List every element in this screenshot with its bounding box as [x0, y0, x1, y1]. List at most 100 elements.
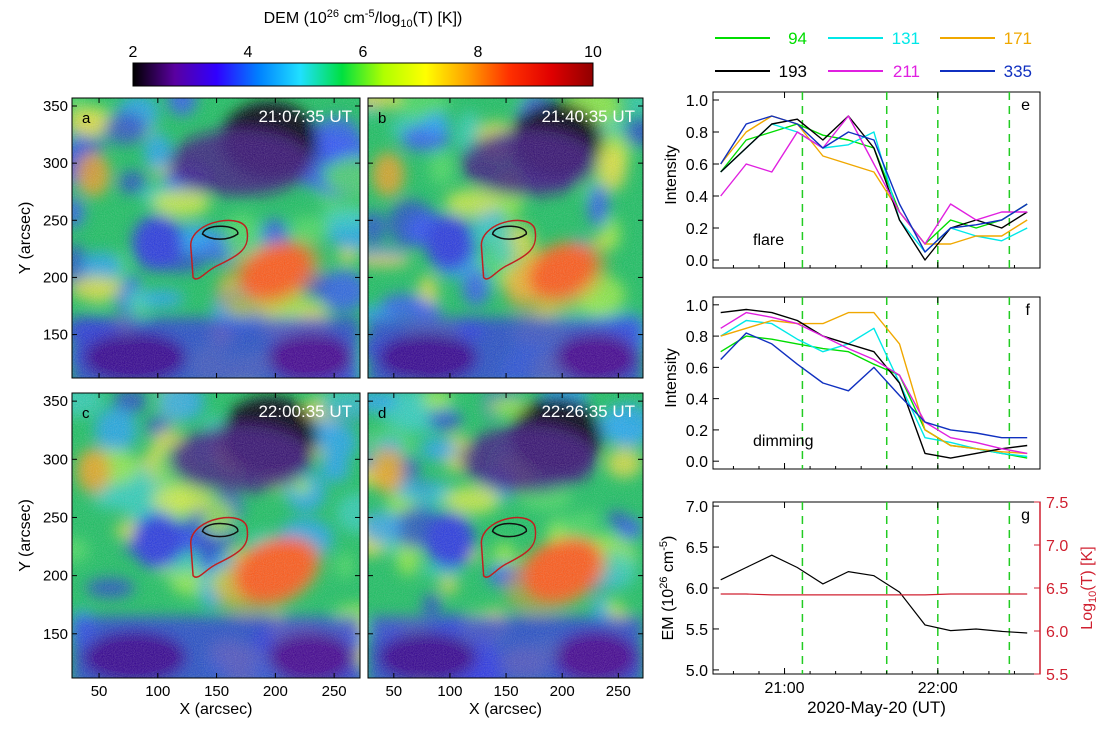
series-line-211 — [720, 311, 1028, 455]
x-tick-label: 150 — [204, 683, 229, 700]
y-tick-label: 0.6 — [686, 157, 708, 174]
colorbar-tick-label: 2 — [129, 44, 138, 61]
colorbar-tick-label: 10 — [584, 44, 602, 61]
x-tick-label: 250 — [606, 683, 631, 700]
y-tick-label: 200 — [43, 269, 68, 286]
x-tick-label: 250 — [322, 683, 347, 700]
panel-time-a: 21:07:35 UT — [258, 107, 352, 126]
map-panel-a: a 21:07:35 UT 350 300 250 200 150 Y (arcsec) — [17, 97, 361, 379]
plot-frame — [712, 91, 1041, 269]
right-y-tick-label: 7.5 — [1046, 495, 1068, 512]
flare-contour — [491, 225, 528, 240]
y-tick-label: 6.0 — [686, 581, 708, 598]
y-tick-label: 300 — [43, 155, 68, 172]
x-tick-label: 22:00 — [918, 680, 958, 697]
y-axis-label: Y (arcsec) — [17, 499, 34, 572]
y-axis-label: Intensity — [663, 145, 680, 205]
y-tick-label: 0.0 — [686, 253, 708, 270]
y-tick-label: 0.0 — [686, 454, 708, 471]
panel-time-d: 22:26:35 UT — [541, 402, 635, 421]
flare-contour — [201, 225, 239, 240]
series-line-335 — [720, 332, 1028, 439]
map-noise — [72, 393, 360, 678]
panel-time-b: 21:40:35 UT — [541, 107, 635, 126]
y-axis-label: Y (arcsec) — [17, 202, 34, 275]
flare-contour — [491, 522, 528, 538]
panel-annotation: flare — [753, 232, 784, 249]
y-axis-label: Intensity — [663, 348, 680, 408]
right-y-axis-label: Log10(T) [K] — [1079, 546, 1099, 629]
y-tick-label: 0.8 — [686, 329, 708, 346]
map-frame — [367, 392, 644, 679]
y-tick-label: 300 — [43, 451, 68, 468]
x-tick-label: 100 — [145, 683, 170, 700]
y-tick-label: 1.0 — [686, 93, 708, 110]
colorbar-bar — [132, 62, 594, 87]
map-noise — [72, 98, 360, 378]
panel-letter-e: e — [1021, 97, 1030, 114]
x-tick-label: 21:00 — [765, 680, 805, 697]
y-tick-label: 250 — [43, 212, 68, 229]
flare-contour — [201, 522, 239, 538]
x-tick-label: 200 — [550, 683, 575, 700]
x-axis-label: X (arcsec) — [180, 701, 253, 718]
y-tick-label: 0.6 — [686, 360, 708, 377]
series-line-193 — [720, 308, 1028, 459]
dem-maps: a 21:07:35 UT 350 300 250 200 150 Y (arcsec) b 21… — [17, 97, 644, 718]
panel-letter-f: f — [1026, 302, 1031, 319]
y-tick-label: 250 — [43, 509, 68, 526]
dimming-contour — [189, 516, 249, 578]
y-tick-label: 200 — [43, 568, 68, 585]
colorbar: DEM (1026 cm-5/log10(T) [K]) 2 4 6 8 10 — [129, 8, 602, 87]
map-image-a — [72, 98, 360, 378]
plot-frame — [712, 501, 1041, 675]
dimming-contour — [480, 219, 537, 280]
map-image-d — [368, 393, 643, 678]
x-tick-label: 200 — [263, 683, 288, 700]
map-image-b — [368, 98, 643, 378]
series-line-em — [720, 554, 1028, 634]
wavelength-legend: 94 131 171 193 211 335 — [715, 29, 1032, 81]
y-tick-label: 5.0 — [686, 663, 708, 680]
dimming-contour — [480, 516, 537, 578]
y-tick-label: 0.2 — [686, 423, 708, 440]
colorbar-tick-label: 8 — [474, 44, 483, 61]
x-axis-label: X (arcsec) — [469, 701, 542, 718]
plot-panel-g: 21:00 22:00 5.0 5.5 6.0 6.5 7.0 5.5 6.0 6.5 7.0 7.5… — [658, 495, 1099, 717]
x-axis-label: 2020-May-20 (UT) — [807, 698, 946, 717]
light-curves: 0.00.20.40.60.81.0flareIntensitye0.00.20… — [658, 91, 1099, 717]
x-tick-label: 50 — [91, 683, 108, 700]
y-tick-label: 7.0 — [686, 499, 708, 516]
legend-label-335: 335 — [1004, 62, 1032, 81]
panel-letter-d: d — [378, 405, 386, 422]
y-tick-label: 6.5 — [686, 540, 708, 557]
panel-letter-b: b — [378, 110, 386, 127]
series-line-logt — [720, 593, 1028, 596]
x-tick-label: 50 — [385, 683, 402, 700]
x-tick-label: 100 — [437, 683, 462, 700]
y-tick-label: 1.0 — [686, 298, 708, 315]
legend-label-171: 171 — [1004, 29, 1032, 48]
y-tick-label: 0.2 — [686, 221, 708, 238]
map-frame — [71, 97, 361, 379]
panel-annotation: dimming — [753, 433, 813, 450]
y-tick-label: 0.4 — [686, 392, 708, 409]
colorbar-tick-label: 6 — [359, 44, 368, 61]
legend-label-94: 94 — [788, 29, 807, 48]
panel-letter-c: c — [82, 405, 90, 422]
legend-label-131: 131 — [892, 29, 920, 48]
colorbar-title: DEM (1026 cm-5/log10(T) [K]) — [264, 8, 463, 30]
y-tick-label: 0.8 — [686, 125, 708, 142]
y-tick-label: 0.4 — [686, 189, 708, 206]
colorbar-tick-label: 4 — [244, 44, 253, 61]
map-panel-d: d 22:26:35 UT 50 100 150 200 250 X (arcsec) — [367, 392, 644, 718]
map-noise — [368, 98, 643, 378]
y-axis-label: EM (1026 cm-5) — [658, 536, 677, 641]
plot-frame — [712, 296, 1041, 470]
map-frame — [71, 392, 361, 679]
map-panel-b: b 21:40:35 UT — [367, 97, 644, 379]
plot-panel-e: 0.0 0.2 0.4 0.6 0.8 1.0 flare Intensity e — [663, 91, 1041, 270]
dimming-contour — [189, 219, 249, 280]
map-image-c — [72, 393, 360, 678]
